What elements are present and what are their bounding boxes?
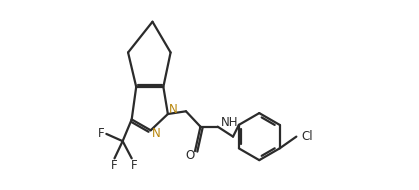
Text: NH: NH bbox=[221, 116, 238, 129]
Text: F: F bbox=[111, 159, 118, 172]
Text: Cl: Cl bbox=[302, 130, 313, 143]
Text: F: F bbox=[131, 159, 138, 172]
Text: N: N bbox=[152, 127, 160, 140]
Text: O: O bbox=[185, 149, 194, 162]
Text: F: F bbox=[98, 127, 105, 140]
Text: N: N bbox=[169, 103, 178, 116]
